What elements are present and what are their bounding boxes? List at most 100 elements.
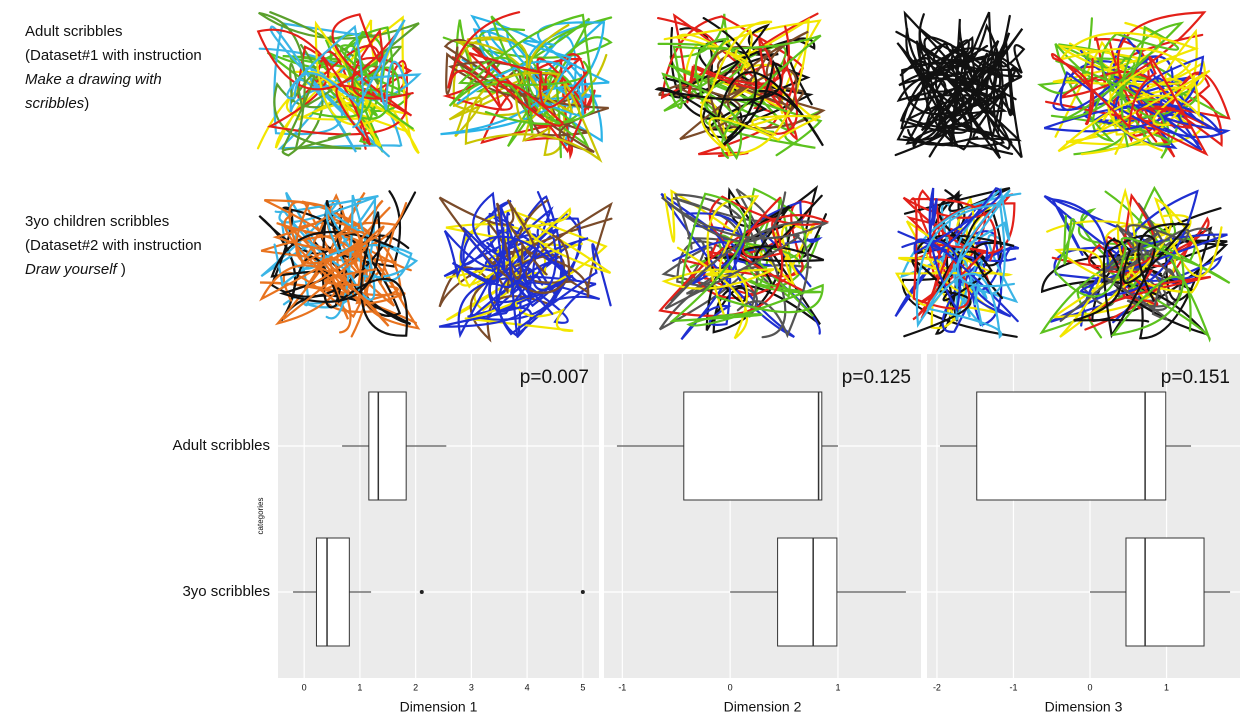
row-label: Make a drawing with [25, 71, 162, 88]
scribble [457, 195, 597, 339]
x-tick-label: 1 [1164, 682, 1169, 692]
scribble [447, 11, 588, 127]
scribble [269, 25, 422, 158]
scribble [258, 11, 420, 151]
annotation: p=0.151 [1161, 367, 1230, 388]
scribble [270, 211, 408, 337]
row-label-part: (Dataset#1 with instruction [25, 47, 202, 64]
box [315, 537, 350, 647]
outlier [580, 590, 585, 594]
row-label-part: Draw yourself [25, 261, 119, 278]
box [1125, 537, 1205, 647]
scribble [260, 194, 419, 279]
x-tick-label: 0 [728, 682, 733, 692]
x-tick-label: 0 [302, 682, 307, 692]
row-label: Draw yourself ) [25, 261, 126, 278]
scribble [1039, 190, 1231, 343]
scribble [1054, 187, 1223, 338]
x-tick-label: 3 [469, 682, 474, 692]
x-axis-title: Dimension 3 [1045, 699, 1123, 715]
row-label-part: Adult scribbles [25, 23, 123, 40]
scribble [313, 20, 415, 147]
scribble [286, 19, 409, 129]
scribble [663, 189, 816, 288]
row-label: (Dataset#2 with instruction [25, 237, 202, 254]
row-label-part: ) [117, 261, 126, 278]
scribble [660, 191, 830, 339]
x-tick-label: 2 [413, 682, 418, 692]
scribble [658, 237, 812, 331]
scribble [661, 195, 775, 340]
scribble [1051, 53, 1209, 157]
scribble [662, 23, 816, 139]
scribble [1059, 224, 1190, 322]
scribble [457, 207, 612, 289]
row-label-part: 3yo children scribbles [25, 213, 169, 230]
scribble [464, 23, 603, 164]
row-label-part: (Dataset#2 with instruction [25, 237, 202, 254]
x-tick-label: 5 [580, 682, 585, 692]
scribble [259, 214, 390, 327]
scribble [1051, 192, 1212, 323]
scribble [1073, 222, 1191, 339]
scribble [900, 13, 1002, 130]
scribble [676, 30, 809, 152]
row-label: Adult scribbles [25, 23, 123, 40]
x-tick-label: -1 [618, 682, 626, 692]
row-label-part: Make a drawing with [25, 71, 162, 88]
box [683, 391, 823, 501]
scribble [1057, 31, 1211, 153]
box [368, 391, 407, 501]
x-tick-label: 0 [1087, 682, 1092, 692]
scribble [258, 22, 403, 150]
annotation: p=0.007 [520, 367, 589, 388]
scribble [438, 196, 571, 294]
scribble [438, 217, 613, 343]
row-label-part: scribbles [25, 95, 85, 112]
scribble [663, 20, 821, 153]
scribble [905, 28, 1024, 145]
scribble [1053, 214, 1192, 337]
scribble [896, 11, 1011, 148]
y-axis-title: categories [256, 498, 265, 535]
scribble [915, 189, 1015, 339]
scribble [282, 200, 385, 320]
scribble [472, 191, 539, 339]
row-label: scribbles) [25, 95, 89, 112]
scribble [438, 237, 612, 336]
scribble [443, 226, 571, 288]
scribble [897, 230, 1017, 333]
x-tick-label: 4 [525, 682, 530, 692]
x-axis-title: Dimension 1 [400, 699, 478, 715]
y-tick-label: 3yo scribbles [182, 583, 270, 600]
scribble [669, 192, 824, 327]
scribble [905, 26, 988, 151]
x-axis-title: Dimension 2 [724, 699, 802, 715]
scribble [901, 187, 1019, 323]
y-tick-label: Adult scribbles [172, 437, 270, 454]
scribble [938, 40, 1014, 159]
scribble [654, 17, 824, 148]
scribble [259, 191, 421, 330]
scribble [440, 21, 610, 136]
x-tick-label: 1 [357, 682, 362, 692]
scribble [445, 46, 610, 153]
scribble [903, 10, 1023, 159]
scribble [1055, 21, 1185, 148]
scribble [256, 13, 414, 146]
scribble [270, 191, 417, 317]
x-tick-label: -2 [933, 682, 941, 692]
row-label-part: ) [84, 95, 89, 112]
scribble [472, 27, 602, 109]
scribble [269, 11, 404, 157]
annotation: p=0.125 [842, 367, 911, 388]
box [976, 391, 1167, 501]
row-label: 3yo children scribbles [25, 213, 169, 230]
outlier [419, 590, 424, 594]
box [777, 537, 838, 647]
x-tick-label: -1 [1009, 682, 1017, 692]
row-label: (Dataset#1 with instruction [25, 47, 202, 64]
scribble [448, 13, 595, 134]
